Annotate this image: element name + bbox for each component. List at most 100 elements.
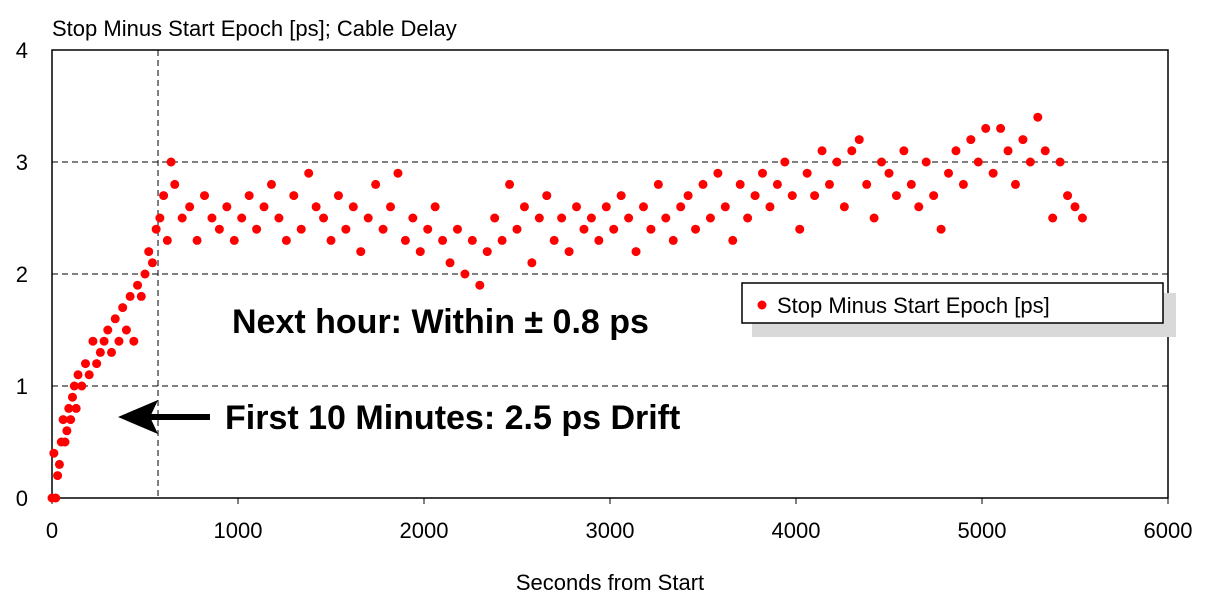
data-point [304,168,314,178]
data-point [579,224,589,234]
data-point [125,291,135,301]
data-point [542,191,552,201]
data-point [66,415,76,425]
data-point [170,179,180,189]
data-point [136,291,146,301]
data-point [92,359,102,369]
data-point [185,202,195,212]
data-point [527,258,537,268]
data-point [259,202,269,212]
data-point [1077,213,1087,223]
data-point [914,202,924,212]
data-point [743,213,753,223]
y-tick-label: 3 [16,150,28,175]
data-point [497,235,507,245]
x-tick-label: 1000 [214,518,263,543]
legend-box [741,282,1164,324]
data-point [862,179,872,189]
data-point [847,146,857,156]
data-point [1010,179,1020,189]
data-point [1025,157,1035,167]
data-point [586,213,596,223]
data-point [609,224,619,234]
x-tick-label: 3000 [586,518,635,543]
data-point [758,168,768,178]
data-point [452,224,462,234]
data-point [62,426,72,436]
data-point [84,370,94,380]
data-point [73,370,83,380]
y-tick-label: 0 [16,486,28,511]
data-point [200,191,210,201]
data-point [572,202,582,212]
data-point [348,202,358,212]
data-point [1040,146,1050,156]
data-point [333,191,343,201]
data-point [735,179,745,189]
data-point [67,392,77,402]
data-point [713,168,723,178]
data-point [490,213,500,223]
data-point [966,135,976,145]
data-point [69,381,79,391]
data-point [64,403,74,413]
y-tick-label: 1 [16,374,28,399]
data-point [705,213,715,223]
data-point [296,224,306,234]
data-point [839,202,849,212]
data-point [929,191,939,201]
data-point [981,123,991,133]
annotation: First 10 Minutes: 2.5 ps Drift [225,399,680,437]
data-point [244,191,254,201]
data-point [445,258,455,268]
data-point [661,213,671,223]
data-point [877,157,887,167]
data-point [1063,191,1073,201]
data-point [691,224,701,234]
data-point [772,179,782,189]
data-point [400,235,410,245]
x-tick-label: 5000 [958,518,1007,543]
data-point [430,202,440,212]
data-point [646,224,656,234]
data-point [311,202,321,212]
data-point [482,247,492,257]
data-point [1018,135,1028,145]
data-point [624,213,634,223]
data-point [1070,202,1080,212]
data-point [118,303,128,313]
data-point [177,213,187,223]
data-point [214,224,224,234]
data-point [460,269,470,279]
data-point [899,146,909,156]
data-point [274,213,284,223]
data-point [77,381,87,391]
data-point [423,224,433,234]
data-point [549,235,559,245]
data-point [386,202,396,212]
data-point [110,314,120,324]
data-point [378,224,388,234]
data-point [159,191,169,201]
data-point [891,191,901,201]
data-point [475,280,485,290]
data-point [147,258,157,268]
data-point [71,403,81,413]
data-point [140,269,150,279]
data-point [720,202,730,212]
data-point [787,191,797,201]
data-point [144,247,154,257]
data-point [60,437,70,447]
data-point [921,157,931,167]
data-point [151,224,161,234]
data-point [356,247,366,257]
data-point [802,168,812,178]
data-point [534,213,544,223]
data-point [121,325,131,335]
y-tick-label: 2 [16,262,28,287]
x-axis-label: Seconds from Start [516,570,704,595]
data-point [988,168,998,178]
data-point [289,191,299,201]
chart-title: Stop Minus Start Epoch [ps]; Cable Delay [52,16,457,41]
data-point [1003,146,1013,156]
